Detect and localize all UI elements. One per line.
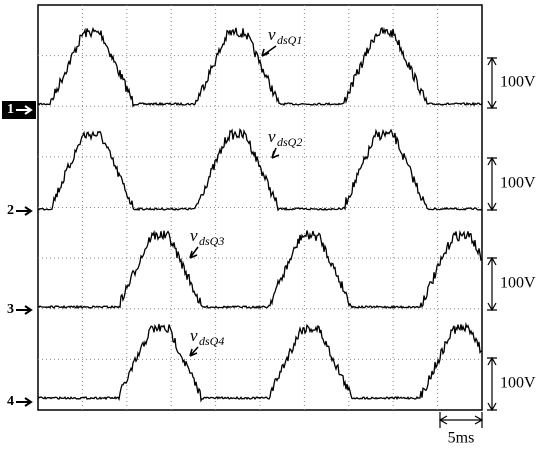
channel-marker: 2 — [7, 203, 14, 218]
trace-subscript: dsQ3 — [199, 234, 224, 248]
scale-label: 100V — [500, 175, 536, 192]
marker-arrow — [16, 397, 33, 407]
trace-symbol: v — [268, 127, 276, 146]
trace-symbol: v — [190, 326, 198, 345]
waveform — [37, 229, 483, 310]
scale-label: 100V — [500, 375, 536, 392]
trace-symbol: v — [190, 226, 198, 245]
waveform — [37, 127, 483, 212]
scale-label: 100V — [500, 275, 536, 292]
channel-marker: 1 — [7, 102, 14, 117]
scale-bar — [487, 56, 497, 110]
scale-bar — [487, 256, 497, 312]
trace-arrow — [189, 246, 199, 259]
trace-arrow — [261, 45, 277, 57]
scale-label: 100V — [500, 74, 536, 91]
scale-bar — [487, 156, 497, 212]
screen-frame — [37, 4, 483, 411]
waveforms — [37, 26, 483, 403]
trace-subscript: dsQ4 — [199, 334, 224, 348]
trace-arrow — [189, 346, 199, 357]
marker-arrow — [16, 206, 33, 216]
trace-subscript: dsQ1 — [277, 33, 302, 47]
time-bar — [438, 412, 484, 428]
trace-subscript: dsQ2 — [277, 135, 302, 149]
marker-arrow — [16, 305, 33, 315]
waveform — [37, 26, 483, 108]
waveform — [37, 321, 483, 403]
marker-arrow — [16, 105, 33, 115]
trace-arrow — [271, 147, 280, 159]
scale-bar — [487, 356, 497, 412]
trace-symbol: v — [268, 25, 276, 44]
channel-marker: 4 — [7, 394, 14, 409]
time-label: 5ms — [448, 430, 475, 447]
channel-marker: 3 — [7, 302, 14, 317]
